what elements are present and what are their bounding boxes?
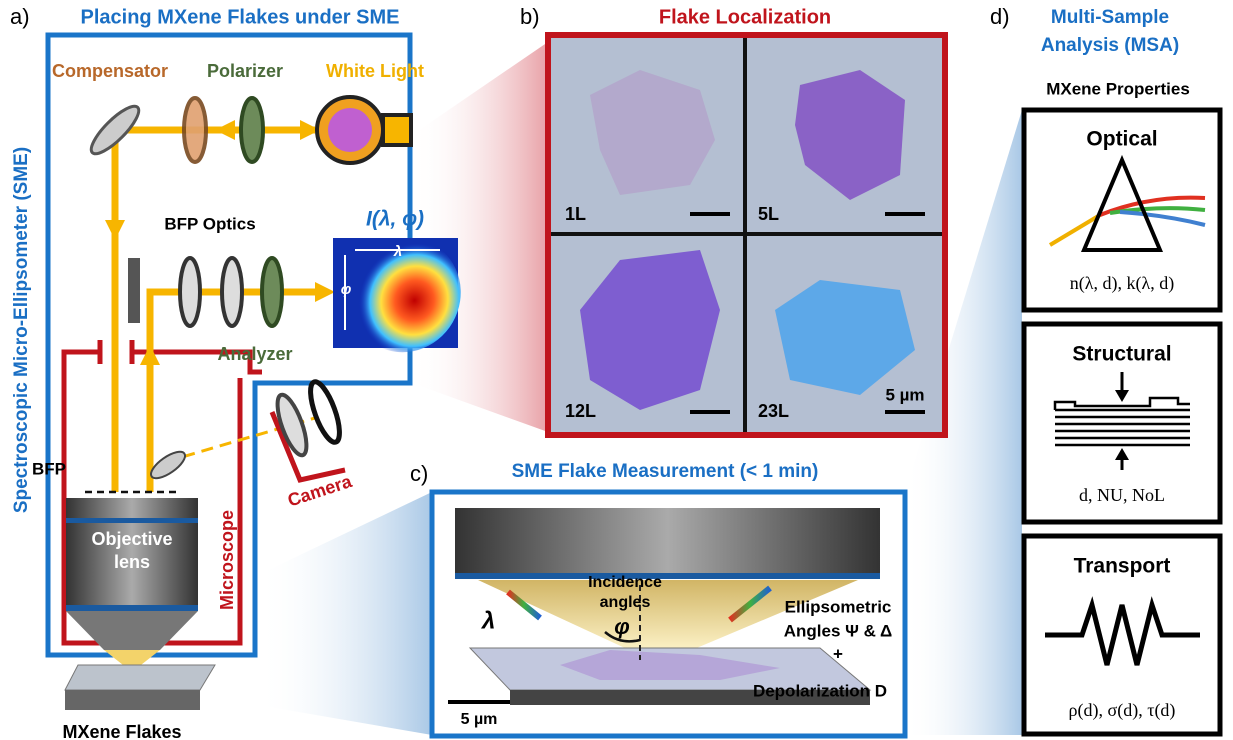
- compensator: [184, 98, 206, 162]
- box-title: Optical: [1086, 128, 1157, 151]
- incidence-label: angles: [600, 594, 651, 611]
- sample-side: [65, 690, 200, 710]
- panel-label: d): [990, 4, 1010, 29]
- bfp-lens: [222, 258, 242, 326]
- bulb-base: [383, 115, 411, 145]
- output-label: +: [833, 644, 843, 663]
- phi-label: φ: [341, 281, 352, 298]
- panel-title: SME Flake Measurement (< 1 min): [512, 461, 819, 482]
- polarizer-label: Polarizer: [207, 61, 283, 81]
- panel-label: c): [410, 461, 428, 486]
- analyzer-label: Analyzer: [217, 344, 292, 364]
- figure: a) Placing MXene Flakes under SME Spectr…: [0, 0, 1233, 740]
- box-title: Structural: [1072, 343, 1171, 366]
- bfp-optics-label: BFP Optics: [164, 214, 255, 233]
- objective-band: [455, 573, 880, 579]
- scale-label: 5 µm: [461, 711, 498, 728]
- scale-label: 5 µm: [885, 385, 924, 404]
- objective-band: [66, 518, 198, 523]
- camera-lens: [305, 379, 346, 446]
- phi-label: φ: [614, 614, 629, 639]
- lambda-label: λ: [480, 607, 495, 634]
- compensator-label: Compensator: [52, 61, 168, 81]
- panel-title: Analysis (MSA): [1041, 35, 1179, 56]
- scale-bar: [690, 410, 730, 414]
- layer-label: 5L: [758, 204, 779, 224]
- bulb-color: [328, 108, 372, 152]
- objective-band: [66, 605, 198, 611]
- formula: n(λ, d), k(λ, d): [1070, 273, 1174, 294]
- side-label: Spectroscopic Micro-Ellipsometer (SME): [11, 147, 32, 513]
- panel-title: Flake Localization: [659, 6, 831, 28]
- arrow: [140, 345, 160, 365]
- polarizer: [241, 98, 263, 162]
- white-light-label: White Light: [326, 61, 424, 81]
- panel-title: Multi-Sample: [1051, 7, 1169, 28]
- formula: d, NU, NoL: [1079, 485, 1165, 505]
- flakes-label: MXene Flakes: [62, 722, 181, 740]
- output-label: Depolarization D: [753, 681, 887, 700]
- output-label: Ellipsometric: [785, 597, 892, 616]
- panel-label: a): [10, 4, 30, 29]
- scale-bar: [885, 212, 925, 216]
- bfp-lens: [128, 258, 140, 323]
- lambda-label: λ: [393, 243, 402, 260]
- objective-label: lens: [114, 552, 150, 572]
- panel-title: Placing MXene Flakes under SME: [81, 6, 400, 28]
- sample: [65, 665, 215, 690]
- arrow: [215, 120, 235, 140]
- layer-label: 23L: [758, 401, 789, 421]
- subtitle: MXene Properties: [1046, 79, 1190, 98]
- analyzer: [262, 258, 282, 326]
- intensity-label: I(λ, φ): [366, 208, 424, 231]
- bfp-label: BFP: [32, 459, 66, 478]
- objective-label: Objective: [91, 529, 172, 549]
- layer-label: 12L: [565, 401, 596, 421]
- arrow: [315, 282, 335, 302]
- zoom-connector: [412, 42, 548, 432]
- panel-label: b): [520, 4, 540, 29]
- formula: ρ(d), σ(d), τ(d): [1069, 700, 1176, 721]
- microscope-label: Microscope: [217, 510, 237, 610]
- bfp-lens: [180, 258, 200, 326]
- zoom-connector: [258, 492, 432, 735]
- arrow: [105, 220, 125, 240]
- scale-bar: [885, 410, 925, 414]
- incidence-label: Incidence: [588, 574, 662, 591]
- objective: [455, 508, 880, 573]
- output-label: Angles Ψ & Δ: [784, 621, 892, 640]
- box-title: Transport: [1074, 555, 1171, 578]
- layer-label: 1L: [565, 204, 586, 224]
- scale-bar: [690, 212, 730, 216]
- scale-bar: [448, 700, 510, 704]
